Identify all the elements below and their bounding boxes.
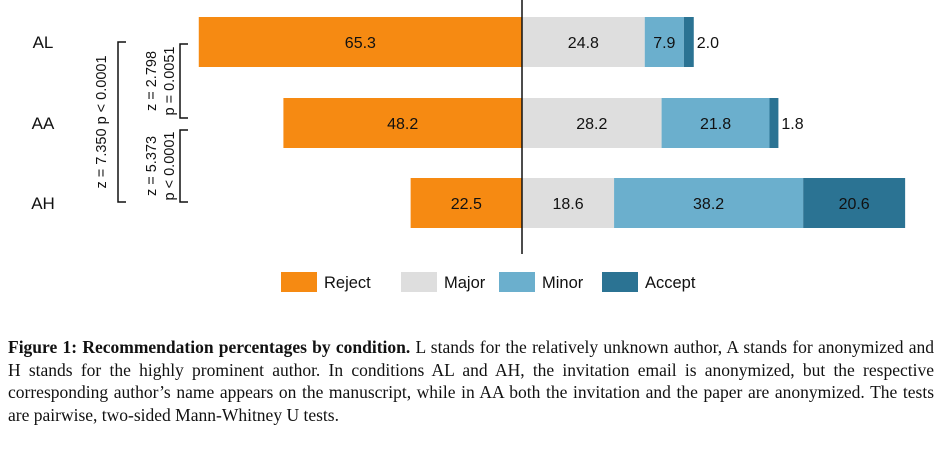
annotation-al-aa-z: z = 2.798 (144, 51, 160, 111)
value-label-reject-aa: 48.2 (387, 116, 418, 133)
row-label-aa: AA (32, 114, 55, 133)
legend-swatch-minor (499, 272, 535, 292)
figure-caption: Figure 1: Recommendation percentages by … (8, 336, 934, 426)
bar-accept-ah (803, 178, 906, 228)
caption-text: L stands for the relatively unknown auth… (8, 337, 935, 425)
caption-lead: Figure 1: Recommendation percentages by … (8, 337, 411, 357)
annotation-al-ah: z = 7.350 p < 0.0001 (94, 55, 110, 188)
bar-minor-al (644, 17, 684, 67)
value-label-accept-ah: 20.6 (839, 196, 870, 213)
bar-reject-aa (283, 98, 522, 148)
annotation-al-aa-p: p = 0.0051 (162, 47, 178, 116)
bar-accept-al (683, 17, 694, 67)
bracket-aa-ah (179, 129, 188, 203)
bar-reject-ah (410, 178, 522, 228)
bracket-al-aa (179, 43, 188, 119)
legend-label-minor: Minor (542, 274, 584, 292)
legend-label-reject: Reject (324, 274, 371, 292)
annotation-aa-ah-p: p < 0.0001 (162, 132, 178, 201)
row-label-al: AL (33, 33, 54, 52)
value-label-minor-al: 7.9 (653, 35, 675, 52)
diverging-bar-chart: AL 65.3 24.8 7.9 2.0 AA 48.2 28.2 21.8 1.8 AH 22.5 1… (31, 0, 906, 292)
value-label-accept-aa: 1.8 (781, 116, 803, 133)
value-label-major-aa: 28.2 (576, 116, 607, 133)
bar-major-ah (522, 178, 615, 228)
legend-label-accept: Accept (645, 274, 696, 292)
bar-major-aa (522, 98, 662, 148)
legend-swatch-reject (281, 272, 317, 292)
bar-minor-ah (614, 178, 804, 228)
annotation-aa-ah-z: z = 5.373 (144, 136, 160, 196)
value-label-minor-ah: 38.2 (693, 196, 724, 213)
bar-accept-aa (769, 98, 779, 148)
legend-swatch-accept (602, 272, 638, 292)
value-label-minor-aa: 21.8 (700, 116, 731, 133)
value-label-reject-al: 65.3 (345, 35, 376, 52)
value-label-reject-ah: 22.5 (451, 196, 482, 213)
bar-minor-aa (661, 98, 770, 148)
value-label-major-ah: 18.6 (552, 196, 583, 213)
row-label-ah: AH (31, 194, 55, 213)
value-label-major-al: 24.8 (568, 35, 599, 52)
bracket-al-ah (117, 41, 126, 203)
value-label-accept-al: 2.0 (697, 35, 719, 52)
legend-label-major: Major (444, 274, 486, 292)
bar-major-al (522, 17, 645, 67)
legend-swatch-major (401, 272, 437, 292)
bar-reject-al (198, 17, 522, 67)
